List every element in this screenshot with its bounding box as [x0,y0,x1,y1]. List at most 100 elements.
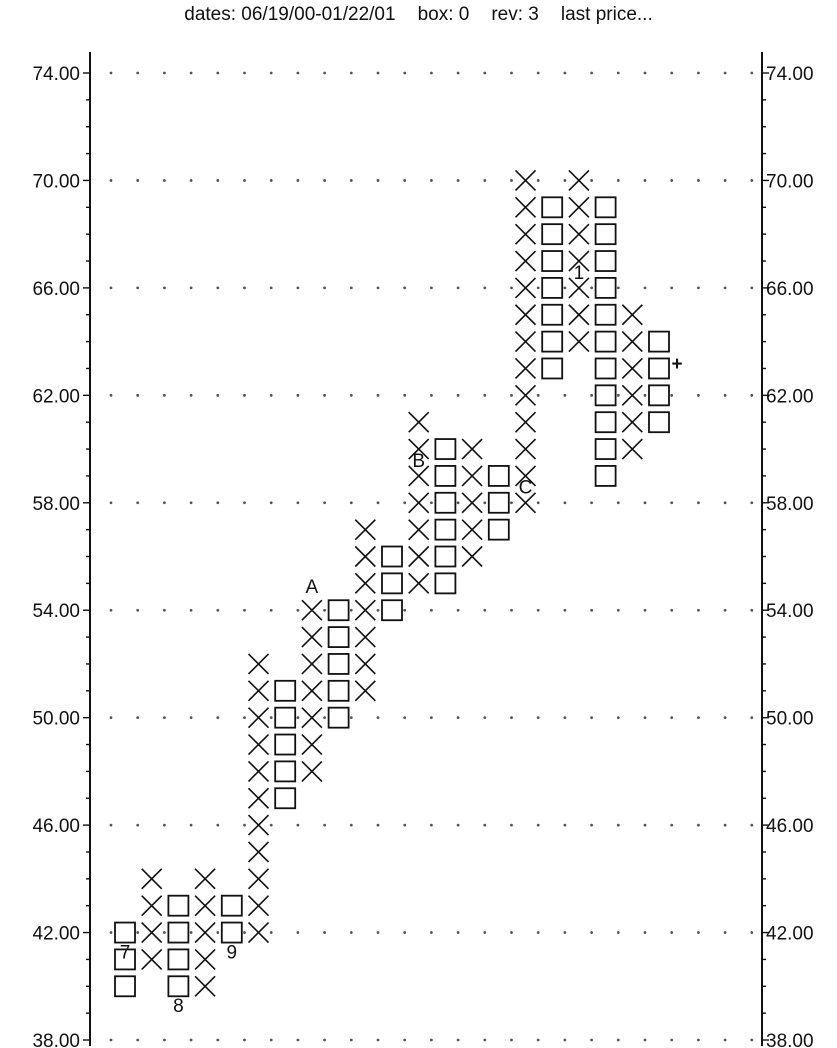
grid-dot [189,931,193,934]
x-stroke [514,223,537,245]
x-mark [247,653,270,675]
o-box [594,303,617,326]
grid-dot [216,179,220,182]
o-box [487,491,510,514]
grid-dot [376,1038,380,1042]
x-stroke [461,492,483,514]
o-box [434,518,457,541]
grid-dot [536,1038,540,1042]
grid-dot [403,823,407,827]
grid-dot [590,393,593,397]
o-box [487,518,510,541]
grid-dot [269,393,273,397]
o-box [594,223,617,246]
column-x-15 [514,169,537,514]
left-tick-label: 58.00 [32,494,80,515]
grid-dot [483,931,487,934]
grid-dot [163,71,166,75]
grid-dot [456,179,460,182]
x-stroke [568,331,590,353]
x-mark [141,868,163,890]
grid-dot [750,179,754,182]
grid-dot [510,823,513,827]
column-o-8 [327,599,350,729]
grid-dot [136,716,140,720]
x-mark [247,707,270,729]
grid-dot [136,71,140,75]
x-mark [568,250,590,272]
x-mark [301,626,323,648]
x-mark [408,438,430,460]
grid-dot [643,608,647,612]
x-stroke [354,626,376,648]
o-box [381,545,403,568]
grid-dot [483,393,487,397]
grid-dot [349,179,353,182]
grid-dot [216,608,220,612]
o-box [327,653,350,675]
grid-dot [403,716,407,720]
grid-dot [590,1038,593,1042]
x-mark [301,707,323,729]
grid-dot [349,823,353,827]
column-x-17 [568,169,590,353]
x-stroke [514,196,537,218]
x-mark [194,895,216,917]
grid-dot [269,1038,273,1042]
grid-dot [243,1038,246,1042]
grid-dot [243,286,246,290]
grid-dot [296,393,300,397]
x-stroke [408,545,430,568]
grid-dot [670,1038,674,1042]
x-stroke [194,975,216,997]
grid-dot [403,931,407,934]
grid-dot [456,71,460,75]
grid-dot [616,286,620,290]
x-mark [621,331,643,353]
x-mark [141,895,163,917]
marker-label-8: 8 [173,996,184,1017]
column-x-1 [141,868,163,970]
grid-dot [750,501,754,505]
grid-dot [616,179,620,182]
grid-dot [189,608,193,612]
column-o-10 [381,545,403,622]
column-o-18 [594,196,617,487]
grid-dot [643,71,647,75]
x-stroke [514,304,537,326]
x-mark [514,277,537,299]
x-mark [514,411,537,433]
x-mark [194,948,216,970]
x-stroke [568,250,590,272]
grid-dot [216,286,220,290]
x-stroke [247,841,270,863]
grid-dot [723,71,727,75]
grid-dot [670,179,674,182]
grid-dot [403,179,407,182]
left-tick-label: 62.00 [32,386,80,407]
o-box [274,760,297,783]
grid-dot [723,393,727,397]
grid-dot [723,608,727,612]
grid-dot [723,1038,727,1042]
o-box [220,921,243,944]
o-box [327,679,350,702]
grid-dot [510,1038,513,1042]
grid-dot [697,501,700,505]
grid-dot [483,1038,487,1042]
grid-dot [616,393,620,397]
x-mark [568,223,590,245]
x-mark [354,519,376,541]
grid-dot [376,501,380,505]
grid-dot [563,823,567,827]
grid-dot [643,931,647,934]
x-mark [514,465,537,487]
grid-dot [216,71,220,75]
grid-dot [376,716,380,720]
grid-dot [403,608,407,612]
grid-dot [616,1038,620,1042]
grid-dot [563,716,567,720]
chart-marks [114,169,670,998]
o-box [114,975,136,998]
x-stroke [141,868,163,890]
